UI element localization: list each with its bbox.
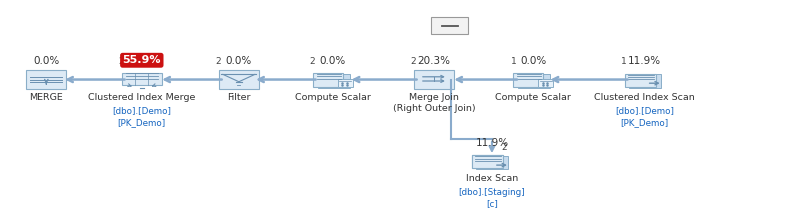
Text: 20.3%: 20.3% bbox=[417, 56, 450, 66]
FancyBboxPatch shape bbox=[414, 70, 453, 89]
FancyBboxPatch shape bbox=[471, 155, 503, 168]
FancyBboxPatch shape bbox=[624, 74, 655, 87]
Text: 0.0%: 0.0% bbox=[320, 56, 345, 66]
Text: 0.0%: 0.0% bbox=[33, 56, 59, 66]
Text: [dbo].[Demo]: [dbo].[Demo] bbox=[112, 106, 171, 115]
FancyBboxPatch shape bbox=[122, 73, 161, 85]
Text: [PK_Demo]: [PK_Demo] bbox=[620, 118, 668, 127]
FancyBboxPatch shape bbox=[538, 79, 552, 87]
FancyBboxPatch shape bbox=[475, 156, 507, 169]
FancyBboxPatch shape bbox=[27, 70, 67, 89]
Text: Clustered Index Scan: Clustered Index Scan bbox=[594, 93, 694, 102]
Text: 55.9%: 55.9% bbox=[122, 55, 161, 65]
FancyBboxPatch shape bbox=[431, 17, 467, 34]
Text: Compute Scalar: Compute Scalar bbox=[495, 93, 571, 102]
FancyBboxPatch shape bbox=[471, 155, 503, 168]
FancyBboxPatch shape bbox=[317, 74, 349, 88]
FancyBboxPatch shape bbox=[219, 70, 259, 89]
Text: Merge Join
(Right Outer Join): Merge Join (Right Outer Join) bbox=[392, 93, 474, 113]
FancyBboxPatch shape bbox=[312, 73, 342, 87]
FancyBboxPatch shape bbox=[337, 79, 352, 87]
Text: MERGE: MERGE bbox=[29, 93, 63, 102]
Text: Compute Scalar: Compute Scalar bbox=[294, 93, 371, 102]
Text: [dbo].[Demo]: [dbo].[Demo] bbox=[615, 106, 673, 115]
Text: 2: 2 bbox=[118, 57, 124, 66]
Text: [PK_Demo]: [PK_Demo] bbox=[118, 118, 165, 127]
Text: 1: 1 bbox=[510, 57, 516, 66]
Text: 2: 2 bbox=[501, 143, 507, 152]
FancyBboxPatch shape bbox=[628, 74, 661, 88]
FancyBboxPatch shape bbox=[517, 74, 549, 88]
Text: Index Scan: Index Scan bbox=[466, 174, 517, 183]
Text: Filter: Filter bbox=[227, 93, 251, 102]
Text: 2: 2 bbox=[215, 57, 221, 66]
Text: 2: 2 bbox=[410, 57, 415, 66]
FancyBboxPatch shape bbox=[513, 73, 543, 87]
Text: 0.0%: 0.0% bbox=[520, 56, 546, 66]
Text: 11.9%: 11.9% bbox=[474, 138, 508, 148]
Text: 2: 2 bbox=[309, 57, 315, 66]
Text: Clustered Index Merge: Clustered Index Merge bbox=[88, 93, 195, 102]
Text: 1: 1 bbox=[620, 57, 626, 66]
Text: 0.0%: 0.0% bbox=[225, 56, 251, 66]
Text: [c]: [c] bbox=[486, 199, 497, 208]
Text: [dbo].[Staging]: [dbo].[Staging] bbox=[458, 188, 525, 197]
Text: 11.9%: 11.9% bbox=[628, 56, 660, 66]
